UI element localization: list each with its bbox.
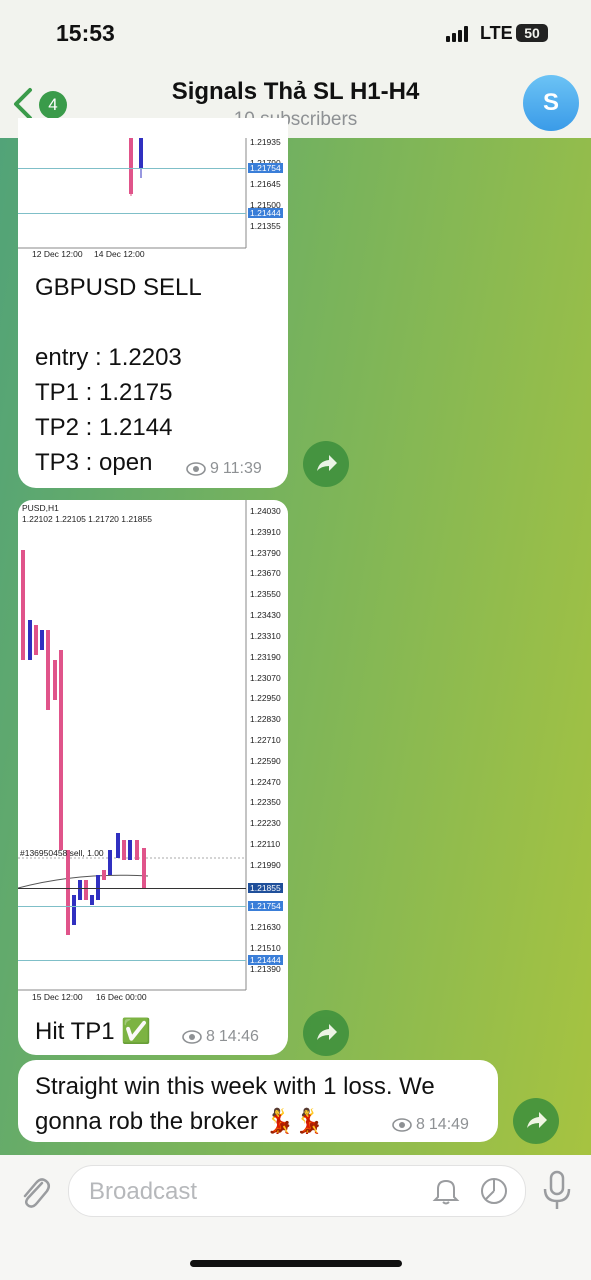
chart-drawing bbox=[18, 500, 247, 991]
message-line: TP2 : 1.2144 bbox=[35, 414, 173, 441]
price-line bbox=[18, 213, 246, 215]
chart-image: 1.21935 1.21790 1.21645 1.21500 1.21355 1.217… bbox=[18, 138, 288, 260]
views-icon bbox=[186, 462, 206, 476]
time-label: 15 Dec 12:00 bbox=[32, 992, 83, 1002]
channel-title: Signals Thả SL H1-H4 bbox=[171, 78, 420, 105]
price-line-label: 1.21754 bbox=[248, 900, 283, 911]
message-line: TP1 : 1.2175 bbox=[35, 379, 173, 406]
composer-bar: Broadcast bbox=[0, 1155, 591, 1280]
message-line: entry : 1.2203 bbox=[35, 344, 182, 371]
price-label: 1.21630 bbox=[250, 922, 281, 933]
time-label: 14 Dec 12:00 bbox=[94, 249, 145, 259]
price-label: 1.22230 bbox=[250, 818, 281, 829]
forward-button[interactable] bbox=[303, 1010, 349, 1056]
price-label: 1.22710 bbox=[250, 735, 281, 745]
home-indicator bbox=[190, 1260, 402, 1267]
attach-button[interactable] bbox=[16, 1171, 52, 1211]
message-line: Hit TP1 ✅ bbox=[35, 1018, 152, 1045]
silent-toggle[interactable] bbox=[431, 1176, 461, 1206]
price-label: 1.21355 bbox=[250, 221, 281, 231]
chart-symbol: PUSD,H1 bbox=[22, 503, 59, 513]
forward-button[interactable] bbox=[513, 1098, 559, 1144]
price-line-label: 1.21754 bbox=[248, 163, 283, 174]
chart-ohlc: 1.22102 1.22105 1.21720 1.21855 bbox=[22, 514, 152, 524]
price-label: 1.23430 bbox=[250, 610, 281, 621]
price-label: 1.22110 bbox=[250, 839, 281, 850]
price-label: 1.23310 bbox=[250, 630, 281, 641]
signal-icon bbox=[446, 26, 468, 42]
forward-button[interactable] bbox=[303, 441, 349, 487]
price-label: 1.23550 bbox=[250, 589, 281, 600]
back-button[interactable] bbox=[10, 86, 34, 122]
message-bubble: 1.21935 1.21790 1.21645 1.21500 1.21355 1.217… bbox=[18, 118, 288, 488]
order-label: #136950458 sell, 1.00 bbox=[20, 848, 104, 858]
message-line: GBPUSD SELL bbox=[35, 274, 202, 301]
price-label: 1.23670 bbox=[250, 568, 281, 579]
views-icon bbox=[392, 1118, 412, 1132]
price-label: 1.21390 bbox=[250, 964, 281, 974]
status-bar: 15:53 LTE 50 bbox=[0, 0, 591, 66]
price-line-label: 1.21444 bbox=[248, 208, 283, 219]
price-label: 1.22950 bbox=[250, 693, 281, 704]
price-label: 1.22470 bbox=[250, 776, 281, 787]
price-line-label: 1.21444 bbox=[248, 954, 283, 965]
unread-badge: 4 bbox=[39, 91, 67, 119]
price-label: 1.21935 bbox=[250, 138, 281, 147]
price-label: 1.21990 bbox=[250, 859, 281, 870]
message-input[interactable]: Broadcast bbox=[68, 1165, 526, 1217]
message-meta: 8 14:46 bbox=[182, 1028, 259, 1046]
price-label: 1.21510 bbox=[250, 943, 281, 954]
price-label: 1.21790 bbox=[248, 158, 283, 168]
message-time: 14:49 bbox=[428, 1116, 469, 1133]
price-label: 1.23070 bbox=[250, 672, 281, 683]
current-price-line bbox=[18, 888, 246, 890]
message-time: 14:46 bbox=[218, 1028, 259, 1045]
message-time: 11:39 bbox=[222, 460, 262, 477]
clock: 15:53 bbox=[56, 20, 115, 46]
view-count: 8 bbox=[416, 1116, 425, 1133]
time-label: 12 Dec 12:00 bbox=[32, 249, 83, 259]
price-label: 1.22830 bbox=[250, 714, 281, 725]
message-line: Straight win this week with 1 loss. We g… bbox=[35, 1073, 435, 1135]
battery: 50 bbox=[516, 24, 548, 42]
message-line: TP3 : open bbox=[35, 449, 153, 476]
message-meta: 8 14:49 bbox=[392, 1116, 469, 1134]
message-bubble: PUSD,H1 1.22102 1.22105 1.21720 1.21855 … bbox=[18, 500, 288, 1055]
price-label: 1.22590 bbox=[250, 755, 281, 766]
price-label: 1.24030 bbox=[250, 506, 281, 516]
price-label: 1.23910 bbox=[250, 526, 281, 537]
input-placeholder: Broadcast bbox=[89, 1178, 198, 1205]
price-label: 1.23190 bbox=[250, 651, 281, 662]
chart-drawing bbox=[18, 138, 247, 249]
channel-avatar[interactable]: S bbox=[523, 75, 579, 131]
price-label: 1.22350 bbox=[250, 797, 281, 808]
price-line bbox=[18, 959, 246, 961]
chart-image: PUSD,H1 1.22102 1.22105 1.21720 1.21855 … bbox=[18, 500, 288, 1002]
view-count: 8 bbox=[206, 1028, 215, 1045]
message-meta: 9 11:39 bbox=[186, 460, 262, 478]
message-bubble: Straight win this week with 1 loss. We g… bbox=[18, 1060, 498, 1142]
time-label: 16 Dec 00:00 bbox=[96, 992, 147, 1002]
view-count: 9 bbox=[210, 460, 219, 477]
price-label: 1.23790 bbox=[250, 547, 281, 558]
price-label: 1.21500 bbox=[250, 200, 281, 210]
price-line bbox=[18, 168, 246, 170]
network-label: LTE bbox=[480, 23, 513, 43]
price-line bbox=[18, 905, 246, 907]
current-price-label: 1.21855 bbox=[248, 883, 283, 894]
mic-button[interactable] bbox=[540, 1169, 574, 1213]
schedule-button[interactable] bbox=[479, 1176, 509, 1206]
views-icon bbox=[182, 1030, 202, 1044]
price-label: 1.21645 bbox=[250, 179, 281, 189]
